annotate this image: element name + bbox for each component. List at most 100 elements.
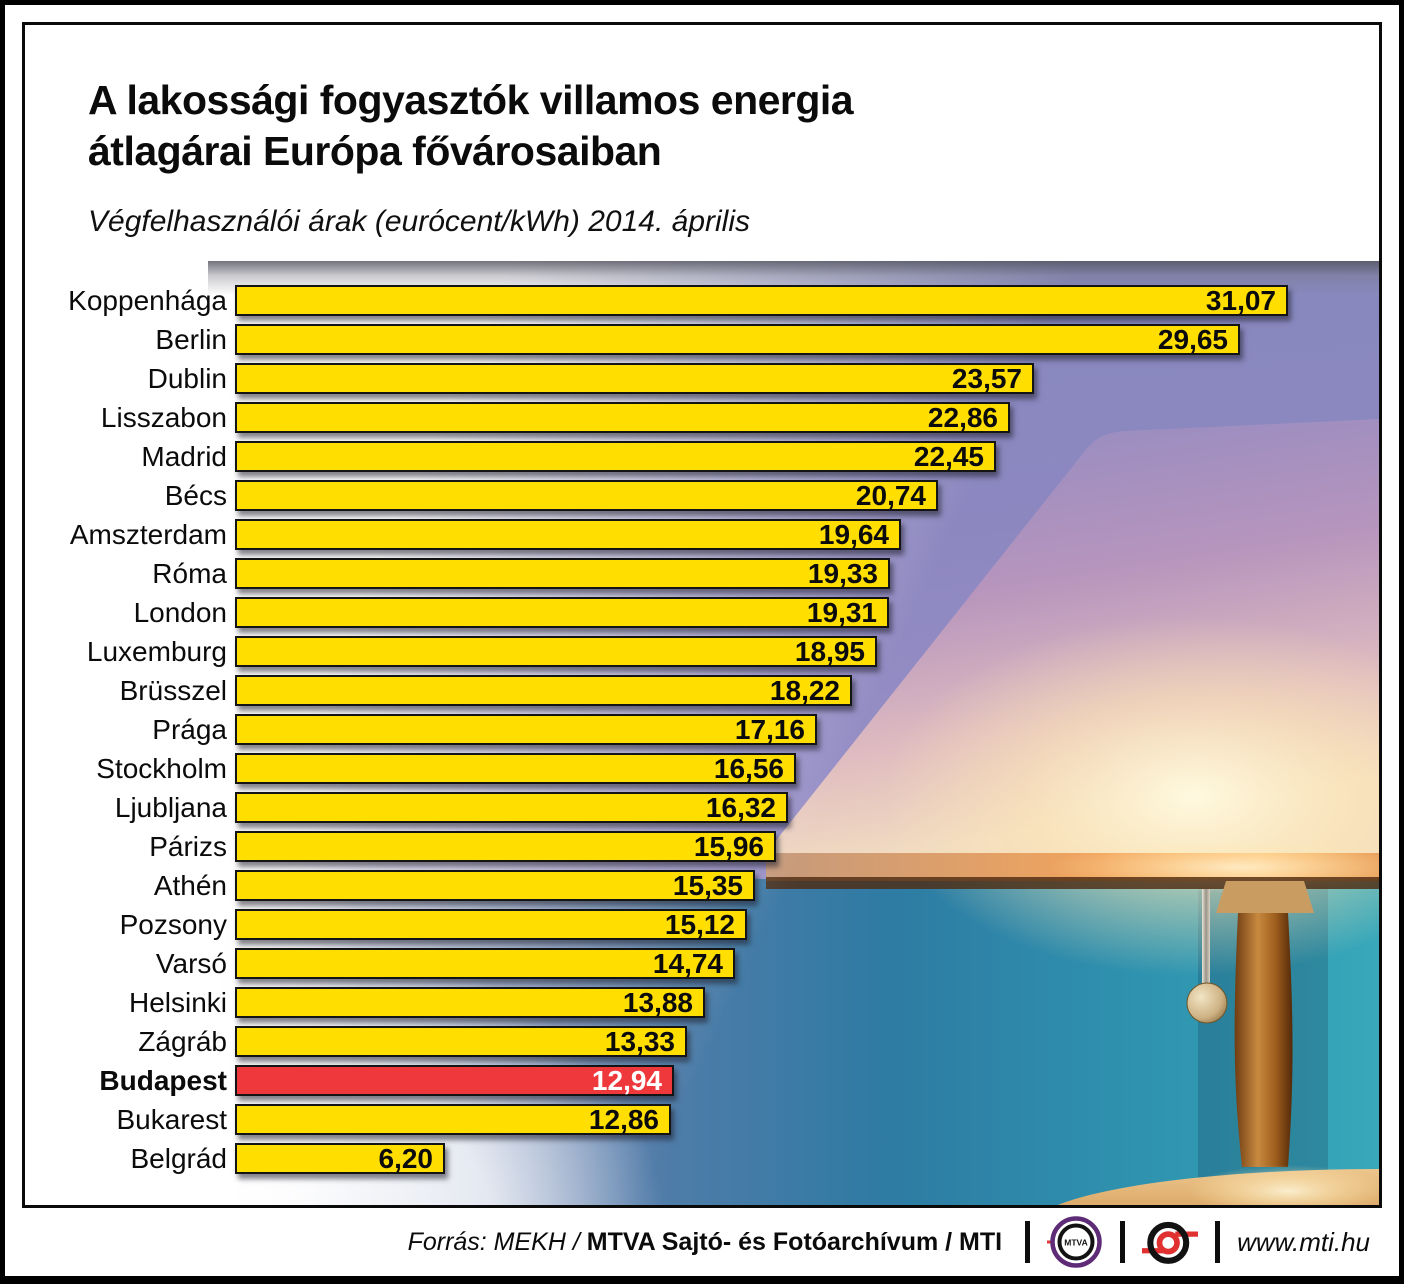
city-label: Belgrád bbox=[130, 1143, 227, 1174]
chart-row: Dublin 23,57 bbox=[33, 363, 1373, 402]
value-bar: 16,56 bbox=[235, 753, 796, 784]
website-url: www.mti.hu bbox=[1237, 1226, 1370, 1257]
value-bar: 18,22 bbox=[235, 675, 852, 706]
value-bar: 29,65 bbox=[235, 324, 1240, 355]
bar-value-label: 22,45 bbox=[913, 441, 984, 472]
city-label: Pozsony bbox=[119, 909, 227, 940]
value-bar: 13,88 bbox=[235, 987, 705, 1018]
value-bar: 19,64 bbox=[235, 519, 901, 550]
bar-value-label: 15,35 bbox=[672, 870, 743, 901]
chart-row: Róma 19,33 bbox=[33, 558, 1373, 597]
chart-row: Varsó 14,74 bbox=[33, 948, 1373, 987]
city-label: Brüsszel bbox=[119, 675, 227, 706]
city-label: Athén bbox=[153, 870, 227, 901]
bar-value-label: 13,33 bbox=[604, 1026, 675, 1057]
value-bar: 17,16 bbox=[235, 714, 817, 745]
chart-row: Koppenhága 31,07 bbox=[33, 285, 1373, 324]
chart-row: Helsinki 13,88 bbox=[33, 987, 1373, 1026]
city-label: Varsó bbox=[155, 948, 227, 979]
bar-value-label: 15,96 bbox=[693, 831, 764, 862]
chart-row: Stockholm 16,56 bbox=[33, 753, 1373, 792]
city-label: Zágráb bbox=[138, 1026, 227, 1057]
value-bar: 16,32 bbox=[235, 792, 788, 823]
value-bar: 19,33 bbox=[235, 558, 890, 589]
value-bar: 31,07 bbox=[235, 285, 1288, 316]
footer-divider bbox=[1120, 1221, 1126, 1263]
city-label: Stockholm bbox=[96, 753, 227, 784]
chart-row: Bukarest 12,86 bbox=[33, 1104, 1373, 1143]
bar-value-label: 19,31 bbox=[806, 597, 877, 628]
city-label: Ljubljana bbox=[114, 792, 227, 823]
value-bar: 19,31 bbox=[235, 597, 889, 628]
value-bar: 15,96 bbox=[235, 831, 776, 862]
bar-value-label: 16,32 bbox=[705, 792, 776, 823]
city-label: Luxemburg bbox=[86, 636, 227, 667]
footer-divider bbox=[1025, 1221, 1031, 1263]
bar-value-label: 18,22 bbox=[769, 675, 840, 706]
city-label: Madrid bbox=[141, 441, 227, 472]
page-title: A lakossági fogyasztók villamos energia á… bbox=[88, 75, 854, 177]
bar-value-label: 23,57 bbox=[951, 363, 1022, 394]
value-bar: 12,94 bbox=[235, 1065, 674, 1096]
chart-row: Belgrád 6,20 bbox=[33, 1143, 1373, 1182]
footer: Forrás: MEKH / MTVA Sajtó- és Fotóarchív… bbox=[22, 1209, 1382, 1275]
chart-row: Budapest 12,94 bbox=[33, 1065, 1373, 1104]
chart-row: Ljubljana 16,32 bbox=[33, 792, 1373, 831]
source-credit: Forrás: MEKH / MTVA Sajtó- és Fotóarchív… bbox=[408, 1228, 1003, 1257]
value-bar: 20,74 bbox=[235, 480, 938, 511]
value-bar: 22,86 bbox=[235, 402, 1010, 433]
chart-row: Madrid 22,45 bbox=[33, 441, 1373, 480]
bar-value-label: 16,56 bbox=[713, 753, 784, 784]
chart-subtitle: Végfelhasználói árak (eurócent/kWh) 2014… bbox=[88, 205, 751, 238]
bar-value-label: 31,07 bbox=[1205, 285, 1276, 316]
chart-row: Bécs 20,74 bbox=[33, 480, 1373, 519]
value-bar: 23,57 bbox=[235, 363, 1034, 394]
mtva-logo-text: MTVA bbox=[1064, 1238, 1087, 1248]
bar-value-label: 15,12 bbox=[664, 909, 735, 940]
footer-divider bbox=[1215, 1221, 1221, 1263]
city-label: London bbox=[133, 597, 227, 628]
city-label: Amszterdam bbox=[69, 519, 227, 550]
bar-value-label: 14,74 bbox=[652, 948, 723, 979]
bar-value-label: 6,20 bbox=[378, 1143, 434, 1174]
chart-row: Brüsszel 18,22 bbox=[33, 675, 1373, 714]
bar-value-label: 19,64 bbox=[818, 519, 889, 550]
bar-value-label: 19,33 bbox=[807, 558, 878, 589]
bar-value-label: 29,65 bbox=[1157, 324, 1228, 355]
mti-logo bbox=[1142, 1221, 1199, 1264]
value-bar: 15,35 bbox=[235, 870, 755, 901]
city-label: Bécs bbox=[164, 480, 227, 511]
value-bar: 14,74 bbox=[235, 948, 735, 979]
bar-value-label: 20,74 bbox=[855, 480, 926, 511]
city-label: Róma bbox=[152, 558, 227, 589]
bar-value-label: 17,16 bbox=[734, 714, 805, 745]
mtva-logo: MTVA bbox=[1047, 1216, 1102, 1268]
bar-chart: Koppenhága 31,07 Berlin 29,65 Dublin 23,… bbox=[33, 285, 1373, 1182]
city-label: Koppenhága bbox=[68, 285, 227, 316]
city-label: Helsinki bbox=[128, 987, 227, 1018]
page-title-line2: átlagárai Európa fővárosaiban bbox=[88, 128, 662, 174]
source-archive-label: MTVA Sajtó- és Fotóarchívum / MTI bbox=[586, 1227, 1003, 1256]
chart-row: Zágráb 13,33 bbox=[33, 1026, 1373, 1065]
bar-value-label: 12,86 bbox=[588, 1104, 659, 1135]
chart-row: Berlin 29,65 bbox=[33, 324, 1373, 363]
value-bar: 18,95 bbox=[235, 636, 877, 667]
bar-value-label: 22,86 bbox=[927, 402, 998, 433]
city-label: Párizs bbox=[149, 831, 227, 862]
bar-value-label: 13,88 bbox=[622, 987, 693, 1018]
city-label: Dublin bbox=[147, 363, 227, 394]
chart-row: Luxemburg 18,95 bbox=[33, 636, 1373, 675]
bar-value-label: 12,94 bbox=[591, 1065, 662, 1096]
chart-row: Prága 17,16 bbox=[33, 714, 1373, 753]
value-bar: 22,45 bbox=[235, 441, 996, 472]
city-label: Lisszabon bbox=[100, 402, 227, 433]
chart-row: Amszterdam 19,64 bbox=[33, 519, 1373, 558]
source-label: Forrás: MEKH / bbox=[407, 1227, 580, 1256]
bar-value-label: 18,95 bbox=[794, 636, 865, 667]
content-frame: A lakossági fogyasztók villamos energia á… bbox=[22, 22, 1382, 1208]
city-label: Budapest bbox=[99, 1065, 227, 1096]
chart-row: Athén 15,35 bbox=[33, 870, 1373, 909]
city-label: Prága bbox=[152, 714, 227, 745]
city-label: Berlin bbox=[155, 324, 227, 355]
